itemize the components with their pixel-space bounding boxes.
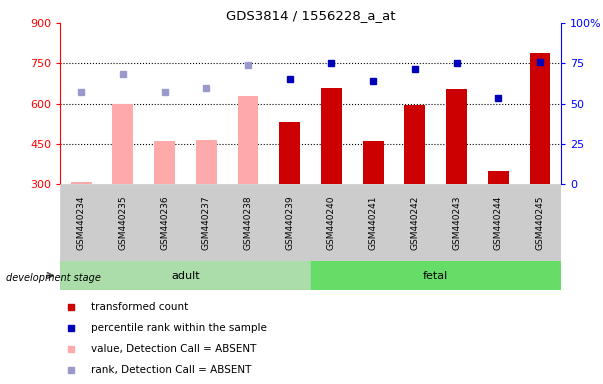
Text: adult: adult (171, 270, 200, 281)
Text: GSM440244: GSM440244 (494, 196, 503, 250)
Text: GSM440238: GSM440238 (244, 196, 253, 250)
Bar (186, 184, 227, 261)
Bar (311, 184, 352, 261)
Bar (362, 141, 384, 184)
Text: percentile rank within the sample: percentile rank within the sample (91, 323, 267, 333)
Text: value, Detection Call = ABSENT: value, Detection Call = ABSENT (91, 344, 256, 354)
Bar (446, 89, 467, 184)
Bar (435, 184, 478, 261)
Bar (488, 171, 509, 184)
Bar (196, 140, 216, 184)
Bar (519, 184, 561, 261)
Title: GDS3814 / 1556228_a_at: GDS3814 / 1556228_a_at (226, 9, 396, 22)
Bar (112, 104, 133, 184)
Text: rank, Detection Call = ABSENT: rank, Detection Call = ABSENT (91, 365, 251, 375)
Bar (60, 261, 311, 290)
Bar (394, 184, 435, 261)
Text: GSM440236: GSM440236 (160, 196, 169, 250)
Bar (311, 261, 561, 290)
Text: GSM440237: GSM440237 (202, 196, 211, 250)
Bar (279, 122, 300, 184)
Text: GSM440243: GSM440243 (452, 196, 461, 250)
Bar (60, 184, 102, 261)
Bar (227, 184, 269, 261)
Text: transformed count: transformed count (91, 302, 188, 312)
Bar (71, 182, 92, 184)
Text: GSM440235: GSM440235 (118, 196, 127, 250)
Text: fetal: fetal (423, 270, 448, 281)
Bar (405, 105, 425, 184)
Bar (352, 184, 394, 261)
Text: GSM440234: GSM440234 (77, 196, 86, 250)
Bar (102, 184, 144, 261)
Bar (529, 53, 551, 184)
Text: GSM440245: GSM440245 (535, 196, 545, 250)
Bar (321, 88, 342, 184)
Text: development stage: development stage (6, 273, 101, 283)
Bar (154, 141, 175, 184)
Text: GSM440239: GSM440239 (285, 196, 294, 250)
Bar (144, 184, 186, 261)
Bar (478, 184, 519, 261)
Bar (238, 96, 259, 184)
Text: GSM440241: GSM440241 (368, 196, 377, 250)
Text: GSM440240: GSM440240 (327, 196, 336, 250)
Text: GSM440242: GSM440242 (410, 196, 419, 250)
Bar (269, 184, 311, 261)
